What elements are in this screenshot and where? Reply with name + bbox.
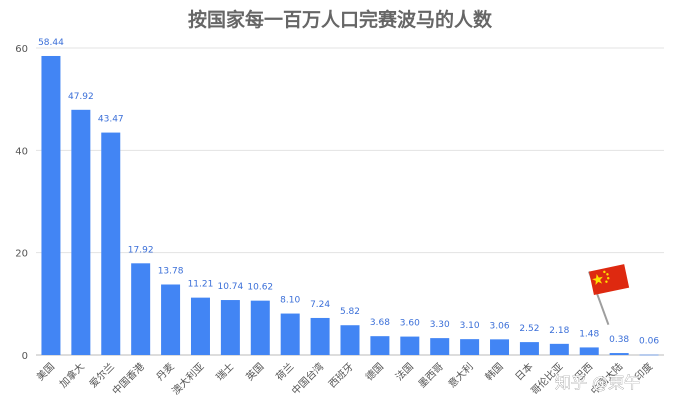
x-tick-label: 中国台湾 (289, 360, 326, 397)
bar (220, 300, 240, 355)
bar (101, 132, 121, 355)
x-tick-label: 韩国 (482, 360, 505, 383)
y-tick-label: 0 (22, 351, 28, 362)
data-label: 2.52 (519, 324, 539, 334)
data-label: 58.44 (38, 38, 64, 48)
data-label: 1.48 (579, 329, 599, 339)
x-tick-label: 墨西哥 (416, 361, 446, 391)
x-tick-label: 美国 (34, 360, 57, 383)
data-label: 5.82 (340, 307, 360, 317)
x-tick-label: 西班牙 (326, 361, 356, 391)
data-label: 3.60 (400, 319, 420, 329)
y-tick-label: 60 (15, 44, 28, 55)
x-tick-label: 丹麦 (154, 361, 177, 384)
data-label: 8.10 (280, 296, 300, 306)
bar (161, 284, 181, 355)
x-tick-label: 中国香港 (109, 360, 146, 397)
bar (310, 317, 330, 355)
x-tick-label: 日本 (512, 360, 535, 383)
x-tick-label: 澳大利亚 (169, 360, 206, 397)
bar (579, 347, 599, 355)
bar (250, 300, 270, 355)
data-label: 7.24 (310, 300, 330, 310)
data-label: 10.74 (217, 282, 243, 292)
data-label: 43.47 (98, 115, 124, 125)
x-tick-label: 爱尔兰 (86, 360, 116, 390)
x-tick-label: 法国 (393, 360, 416, 383)
bar (609, 353, 629, 355)
bar (460, 339, 480, 355)
data-label: 47.92 (68, 92, 94, 102)
bar (430, 338, 450, 355)
chart-title: 按国家每一百万人口完赛波马的人数 (188, 8, 493, 31)
data-label: 3.10 (460, 321, 480, 331)
bar (131, 263, 151, 355)
bar (280, 313, 300, 355)
bar (41, 55, 61, 356)
bar (490, 339, 510, 355)
bar (400, 336, 420, 355)
x-tick-label: 瑞士 (213, 360, 236, 383)
bar (549, 343, 569, 355)
data-label: 2.18 (549, 326, 569, 336)
x-tick-label: 荷兰 (273, 360, 296, 383)
data-label: 10.62 (247, 283, 273, 293)
y-tick-label: 40 (15, 146, 28, 157)
bar (519, 342, 539, 355)
x-tick-label: 意大利 (445, 360, 475, 390)
data-label: 3.30 (430, 320, 450, 330)
bars (41, 55, 659, 356)
x-tick-label: 英国 (243, 360, 266, 383)
data-label: 3.68 (370, 318, 390, 328)
x-tick-label: 加拿大 (57, 360, 87, 390)
china-flag-icon (588, 264, 630, 326)
data-label: 3.06 (490, 321, 510, 331)
data-label: 17.92 (128, 245, 154, 255)
bar (190, 297, 210, 355)
data-label: 13.78 (158, 266, 184, 276)
y-axis-ticks: 0 20 40 60 (15, 44, 28, 362)
y-tick-label: 20 (15, 249, 28, 260)
data-label: 0.38 (609, 335, 629, 345)
watermark-text: 知乎 @東午 (555, 373, 640, 392)
bar (370, 336, 390, 355)
data-label: 0.06 (639, 337, 659, 347)
data-label: 11.21 (188, 280, 214, 290)
bar (340, 325, 360, 355)
bar (71, 109, 91, 356)
data-labels: 58.44 47.92 43.47 17.92 13.78 11.21 10.74 10.62… (38, 38, 659, 347)
bar (639, 354, 659, 356)
x-tick-label: 德国 (363, 360, 386, 383)
